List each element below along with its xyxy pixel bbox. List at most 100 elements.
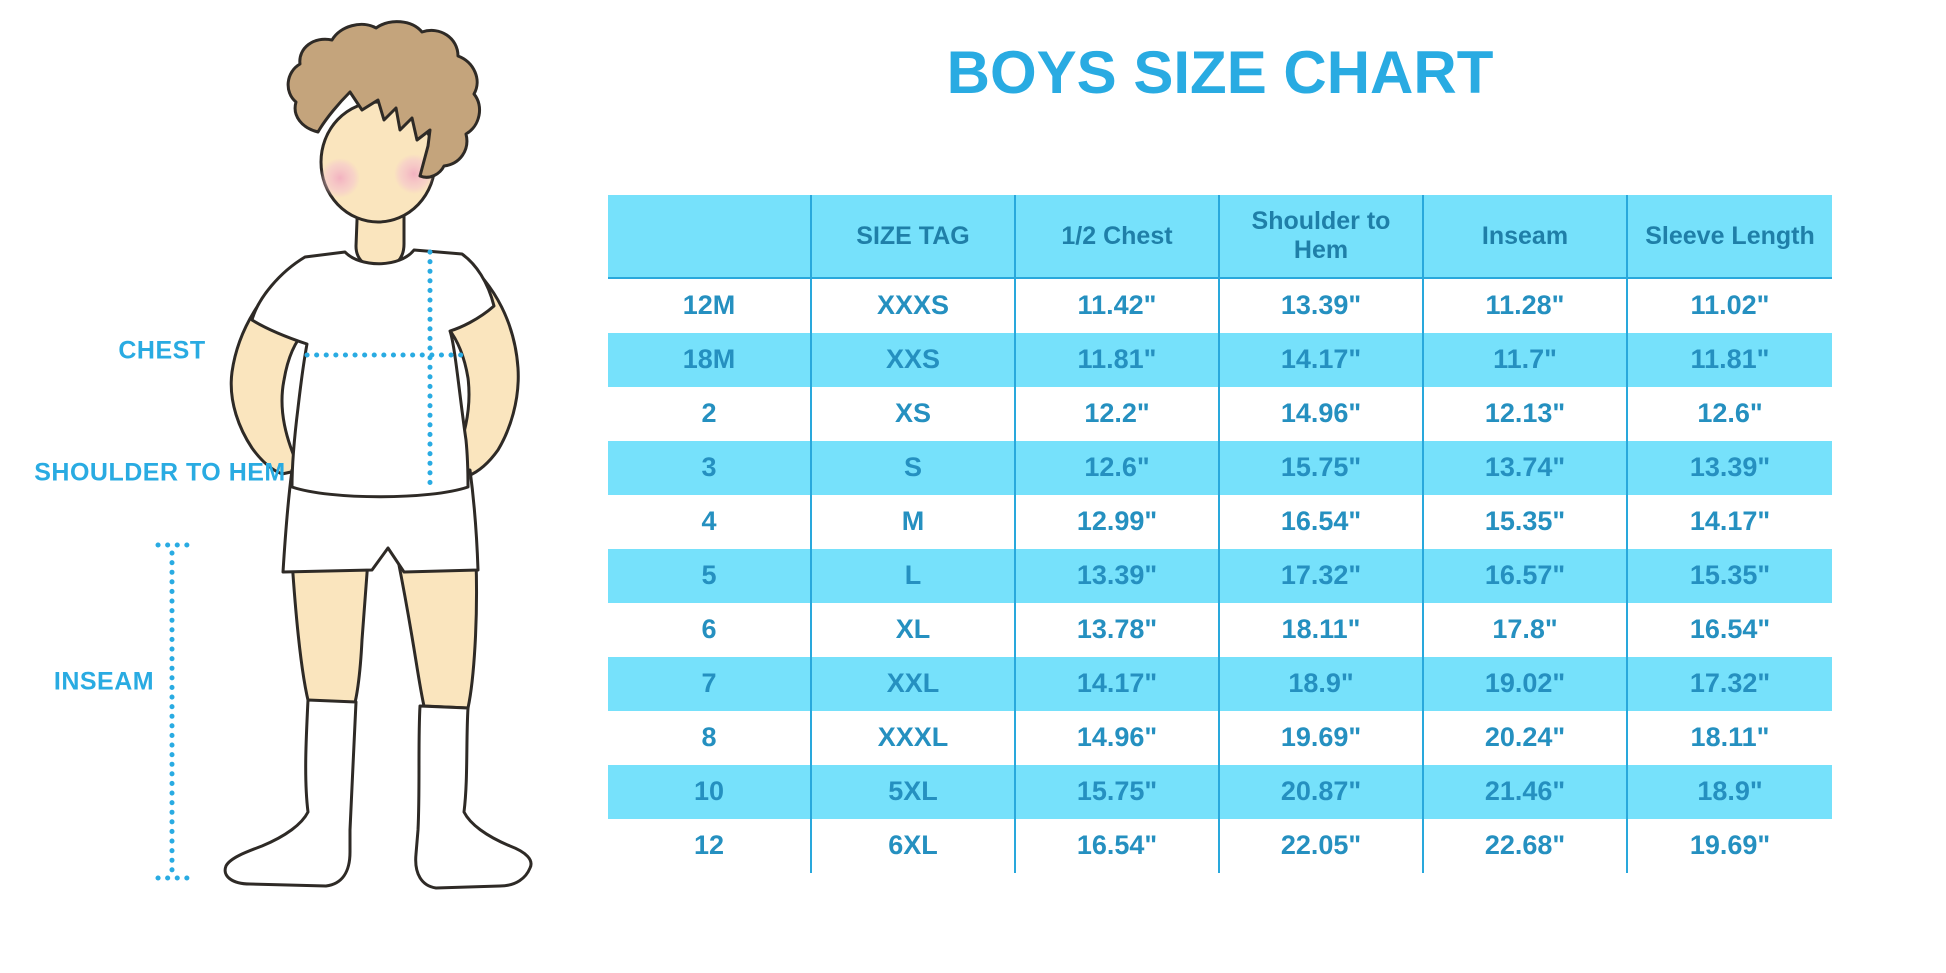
table-cell: 18M bbox=[608, 333, 812, 387]
table-cell: 18.9" bbox=[1220, 657, 1424, 711]
table-cell: 21.46" bbox=[1424, 765, 1628, 819]
table-cell: 8 bbox=[608, 711, 812, 765]
table-cell: 14.96" bbox=[1016, 711, 1220, 765]
page-title: BOYS SIZE CHART bbox=[946, 39, 1494, 106]
table-row: 12M XXXS 11.42" 13.39" 11.28" 11.02" bbox=[608, 279, 1832, 333]
table-cell: 16.54" bbox=[1220, 495, 1424, 549]
table-cell: XL bbox=[812, 603, 1016, 657]
table-header-row: SIZE TAG 1/2 Chest Shoulder to Hem Insea… bbox=[608, 195, 1832, 279]
header-cell-size bbox=[608, 195, 812, 277]
table-row: 2 XS 12.2" 14.96" 12.13" 12.6" bbox=[608, 387, 1832, 441]
table-row: 3 S 12.6" 15.75" 13.74" 13.39" bbox=[608, 441, 1832, 495]
hair bbox=[286, 20, 482, 179]
table-row: 7 XXL 14.17" 18.9" 19.02" 17.32" bbox=[608, 657, 1832, 711]
table-cell: 11.42" bbox=[1016, 279, 1220, 333]
table-cell: 12.2" bbox=[1016, 387, 1220, 441]
right-leg bbox=[396, 558, 479, 710]
table-cell: 12.13" bbox=[1424, 387, 1628, 441]
table-body: 12M XXXS 11.42" 13.39" 11.28" 11.02" 18M XXS 11.… bbox=[608, 279, 1832, 873]
table-cell: M bbox=[812, 495, 1016, 549]
table-cell: 11.81" bbox=[1016, 333, 1220, 387]
table-cell: 12M bbox=[608, 279, 812, 333]
table-cell: 7 bbox=[608, 657, 812, 711]
table-cell: 2 bbox=[608, 387, 812, 441]
table-cell: 6XL bbox=[812, 819, 1016, 873]
table-cell: 14.17" bbox=[1220, 333, 1424, 387]
table-cell: 20.87" bbox=[1220, 765, 1424, 819]
table-cell: 14.17" bbox=[1689, 506, 1771, 537]
table-cell: 12.99" bbox=[1016, 495, 1220, 549]
right-sock bbox=[414, 704, 533, 890]
table-cell: 14.96" bbox=[1220, 387, 1424, 441]
table-cell: 15.35" bbox=[1424, 495, 1628, 549]
table-cell: 16.54" bbox=[1689, 614, 1771, 645]
table-row: 8 XXXL 14.96" 19.69" 20.24" 18.11" bbox=[608, 711, 1832, 765]
table-cell: 17.32" bbox=[1220, 549, 1424, 603]
table-cell: 22.68" bbox=[1424, 819, 1628, 873]
table-cell: 11.81" bbox=[1690, 344, 1770, 375]
boy-illustration bbox=[155, 20, 533, 890]
table-cell: 12 bbox=[608, 819, 812, 873]
table-cell: 13.39" bbox=[1689, 452, 1771, 483]
table-cell: XS bbox=[812, 387, 1016, 441]
table-cell: 16.57" bbox=[1424, 549, 1628, 603]
header-cell-inseam: Inseam bbox=[1424, 195, 1628, 277]
table-row: 6 XL 13.78" 18.11" 17.8" 16.54" bbox=[608, 603, 1832, 657]
table-cell: 18.9" bbox=[1697, 776, 1763, 807]
inseam-label: INSEAM bbox=[53, 667, 155, 696]
table-cell: 18.11" bbox=[1220, 603, 1424, 657]
table-cell: 11.7" bbox=[1424, 333, 1628, 387]
table-cell: 4 bbox=[608, 495, 812, 549]
table-cell: 22.05" bbox=[1220, 819, 1424, 873]
table-cell: XXS bbox=[812, 333, 1016, 387]
left-leg bbox=[290, 558, 370, 710]
left-blush bbox=[320, 158, 360, 198]
table-row: 10 5XL 15.75" 20.87" 21.46" 18.9" bbox=[608, 765, 1832, 819]
table-cell: 3 bbox=[608, 441, 812, 495]
table-cell: XXXL bbox=[812, 711, 1016, 765]
table-cell: 18.11" bbox=[1690, 722, 1770, 753]
table-cell: 20.24" bbox=[1424, 711, 1628, 765]
table-cell: 19.69" bbox=[1689, 830, 1771, 861]
left-sock bbox=[223, 698, 358, 888]
table-cell: 15.75" bbox=[1016, 765, 1220, 819]
inseam-measure-line bbox=[155, 542, 197, 881]
table-cell: XXL bbox=[812, 657, 1016, 711]
table-cell: S bbox=[812, 441, 1016, 495]
table-cell: 12.6" bbox=[1016, 441, 1220, 495]
header-cell-shoulder-to-hem: Shoulder to Hem bbox=[1220, 195, 1424, 277]
table-cell: 13.74" bbox=[1424, 441, 1628, 495]
table-cell: 6 bbox=[608, 603, 812, 657]
t-shirt bbox=[250, 248, 496, 499]
header-cell-half-chest: 1/2 Chest bbox=[1016, 195, 1220, 277]
table-cell: 5XL bbox=[812, 765, 1016, 819]
table-cell: 13.39" bbox=[1016, 549, 1220, 603]
table-cell: 19.02" bbox=[1424, 657, 1628, 711]
table-cell: 13.78" bbox=[1016, 603, 1220, 657]
table-cell: 19.69" bbox=[1220, 711, 1424, 765]
table-cell: 5 bbox=[608, 549, 812, 603]
size-table: SIZE TAG 1/2 Chest Shoulder to Hem Insea… bbox=[608, 195, 1832, 873]
table-cell: 16.54" bbox=[1016, 819, 1220, 873]
table-cell: 13.39" bbox=[1220, 279, 1424, 333]
table-cell: 15.75" bbox=[1220, 441, 1424, 495]
table-cell: 17.32" bbox=[1689, 668, 1771, 699]
table-row: 5 L 13.39" 17.32" 16.57" 15.35" bbox=[608, 549, 1832, 603]
table-row: 18M XXS 11.81" 14.17" 11.7" 11.81" bbox=[608, 333, 1832, 387]
table-cell: 17.8" bbox=[1424, 603, 1628, 657]
chest-label: CHEST bbox=[118, 336, 206, 365]
table-cell: XXXS bbox=[812, 279, 1016, 333]
shoulder-to-hem-label: SHOULDER TO HEM bbox=[34, 458, 286, 487]
header-cell-sleeve-length: Sleeve Length bbox=[1645, 221, 1815, 250]
table-cell: 10 bbox=[608, 765, 812, 819]
table-cell: 14.17" bbox=[1016, 657, 1220, 711]
table-row: 4 M 12.99" 16.54" 15.35" 14.17" bbox=[608, 495, 1832, 549]
table-cell: L bbox=[812, 549, 1016, 603]
table-cell: 15.35" bbox=[1689, 560, 1771, 591]
table-cell: 11.02" bbox=[1690, 290, 1770, 321]
table-cell: 11.28" bbox=[1424, 279, 1628, 333]
table-row: 12 6XL 16.54" 22.05" 22.68" 19.69" bbox=[608, 819, 1832, 873]
header-cell-size-tag: SIZE TAG bbox=[812, 195, 1016, 277]
table-cell: 12.6" bbox=[1697, 398, 1763, 429]
